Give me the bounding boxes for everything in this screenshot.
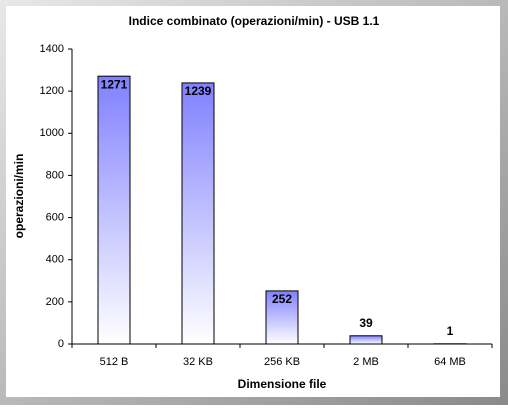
data-label: 1 <box>447 324 454 338</box>
x-tick-label: 512 B <box>100 356 129 368</box>
y-axis-label: operazioni/min <box>12 154 26 239</box>
data-label: 39 <box>359 316 373 330</box>
data-label: 1239 <box>185 84 212 98</box>
y-tick-label: 400 <box>46 254 64 266</box>
chart-area <box>6 6 500 397</box>
x-tick-label: 32 KB <box>183 356 213 368</box>
bar <box>350 336 382 344</box>
y-tick-label: 800 <box>46 169 64 181</box>
x-axis-label: Dimensione file <box>238 377 327 391</box>
bar <box>98 76 130 344</box>
y-tick-label: 200 <box>46 296 64 308</box>
chart-title: Indice combinato (operazioni/min) - USB … <box>129 14 380 28</box>
data-label: 1271 <box>101 77 128 91</box>
y-tick-label: 1200 <box>40 85 64 97</box>
y-tick-label: 1000 <box>40 127 64 139</box>
x-tick-label: 256 KB <box>264 356 300 368</box>
x-tick-label: 64 MB <box>434 356 466 368</box>
y-tick-label: 600 <box>46 211 64 223</box>
x-tick-label: 2 MB <box>353 356 379 368</box>
y-tick-label: 1400 <box>40 43 64 55</box>
bar <box>182 83 214 344</box>
y-tick-label: 0 <box>58 338 64 350</box>
data-label: 252 <box>272 292 292 306</box>
